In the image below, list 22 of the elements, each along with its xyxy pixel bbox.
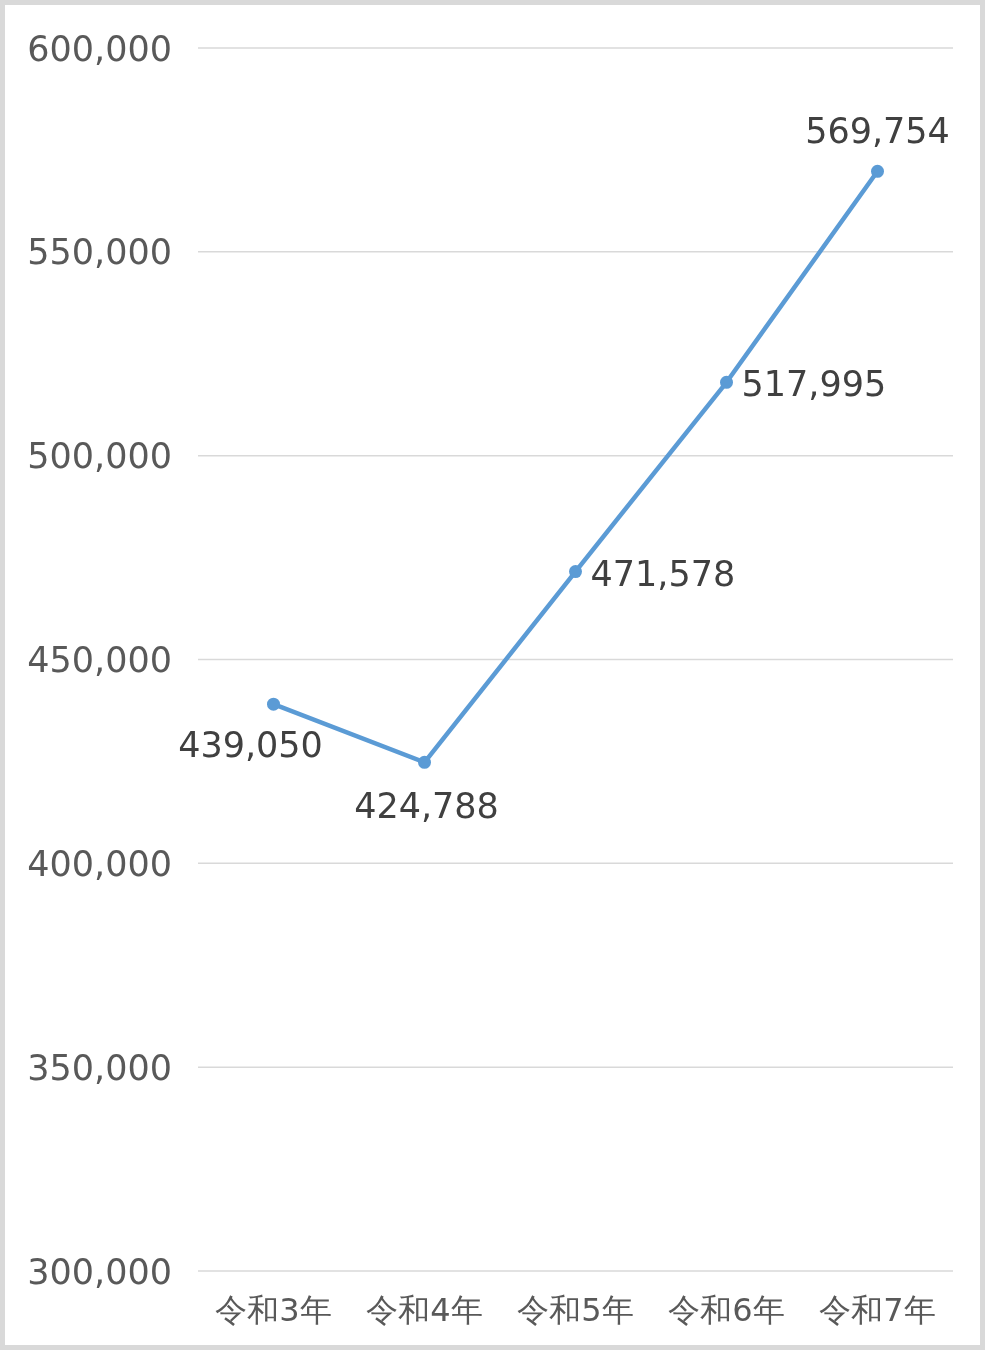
y-tick-label: 500,000 <box>27 436 172 477</box>
data-label: 439,050 <box>178 725 323 766</box>
point <box>569 565 582 579</box>
point <box>871 164 884 178</box>
x-tick-label: 令和4年 <box>366 1291 483 1329</box>
y-tick-label: 600,000 <box>27 28 172 69</box>
data-label: 569,754 <box>805 111 950 152</box>
y-tick-label: 300,000 <box>27 1251 172 1292</box>
y-tick-label: 400,000 <box>27 843 172 884</box>
x-tick-label: 令和3年 <box>215 1291 332 1329</box>
x-tick-label: 令和6年 <box>668 1291 785 1329</box>
y-tick-label: 550,000 <box>27 232 172 273</box>
point <box>418 755 431 769</box>
point <box>267 697 280 711</box>
data-label: 471,578 <box>590 553 736 594</box>
data-label: 517,995 <box>741 364 887 405</box>
x-tick-label: 令和5年 <box>517 1291 634 1329</box>
y-tick-label: 450,000 <box>27 640 172 681</box>
x-tick-label: 令和7年 <box>819 1291 936 1329</box>
y-tick-label: 350,000 <box>27 1047 172 1088</box>
point <box>720 375 733 389</box>
data-label: 424,788 <box>354 786 499 827</box>
